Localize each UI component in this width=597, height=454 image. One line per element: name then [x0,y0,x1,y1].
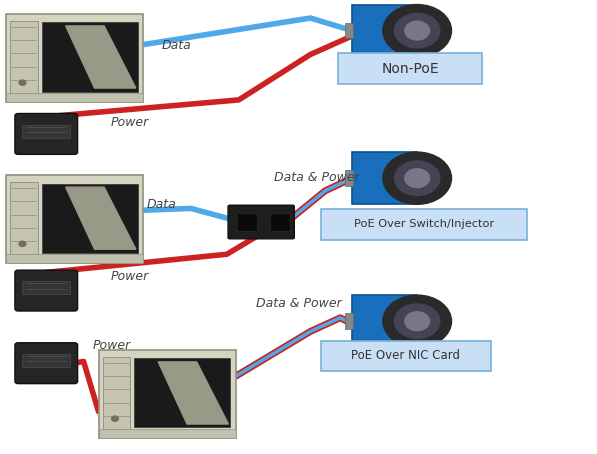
Circle shape [395,161,440,195]
Circle shape [383,152,451,204]
FancyBboxPatch shape [352,152,417,204]
Circle shape [19,80,26,85]
FancyBboxPatch shape [42,183,138,253]
Text: Power: Power [110,116,149,129]
Polygon shape [66,26,136,88]
FancyBboxPatch shape [103,357,130,431]
FancyBboxPatch shape [23,125,70,138]
Text: Data: Data [161,39,191,52]
Text: Power: Power [93,339,131,351]
FancyBboxPatch shape [228,205,294,239]
FancyBboxPatch shape [352,295,417,347]
Text: PoE Over Switch/Injector: PoE Over Switch/Injector [354,219,494,229]
Text: Power: Power [110,271,149,283]
Circle shape [395,304,440,338]
FancyBboxPatch shape [15,114,78,154]
Text: Data & Power: Data & Power [256,297,341,310]
FancyBboxPatch shape [6,175,143,263]
FancyBboxPatch shape [321,209,527,240]
Circle shape [19,241,26,247]
FancyBboxPatch shape [42,22,138,92]
Circle shape [405,312,430,331]
FancyBboxPatch shape [99,429,236,438]
FancyBboxPatch shape [338,53,482,84]
FancyBboxPatch shape [344,170,353,186]
Circle shape [112,416,118,421]
FancyBboxPatch shape [15,343,78,384]
FancyBboxPatch shape [23,354,70,367]
Polygon shape [158,362,229,424]
FancyBboxPatch shape [23,281,70,294]
FancyBboxPatch shape [134,359,230,428]
FancyBboxPatch shape [10,21,38,95]
FancyBboxPatch shape [352,5,417,57]
Circle shape [405,21,430,40]
Text: Data: Data [146,198,176,211]
FancyBboxPatch shape [10,182,38,256]
FancyBboxPatch shape [344,23,353,39]
FancyBboxPatch shape [6,14,143,102]
FancyBboxPatch shape [15,270,78,311]
FancyBboxPatch shape [6,254,143,263]
FancyBboxPatch shape [238,213,257,231]
FancyBboxPatch shape [344,313,353,329]
Polygon shape [66,187,136,249]
Circle shape [383,295,451,347]
FancyBboxPatch shape [99,350,236,438]
FancyBboxPatch shape [6,94,143,102]
FancyBboxPatch shape [321,340,491,371]
Text: Data & Power: Data & Power [273,171,359,183]
Circle shape [383,5,451,57]
FancyBboxPatch shape [270,213,290,231]
Text: PoE Over NIC Card: PoE Over NIC Card [352,350,460,362]
Circle shape [395,14,440,48]
Text: Non-PoE: Non-PoE [382,62,439,76]
Circle shape [405,169,430,188]
